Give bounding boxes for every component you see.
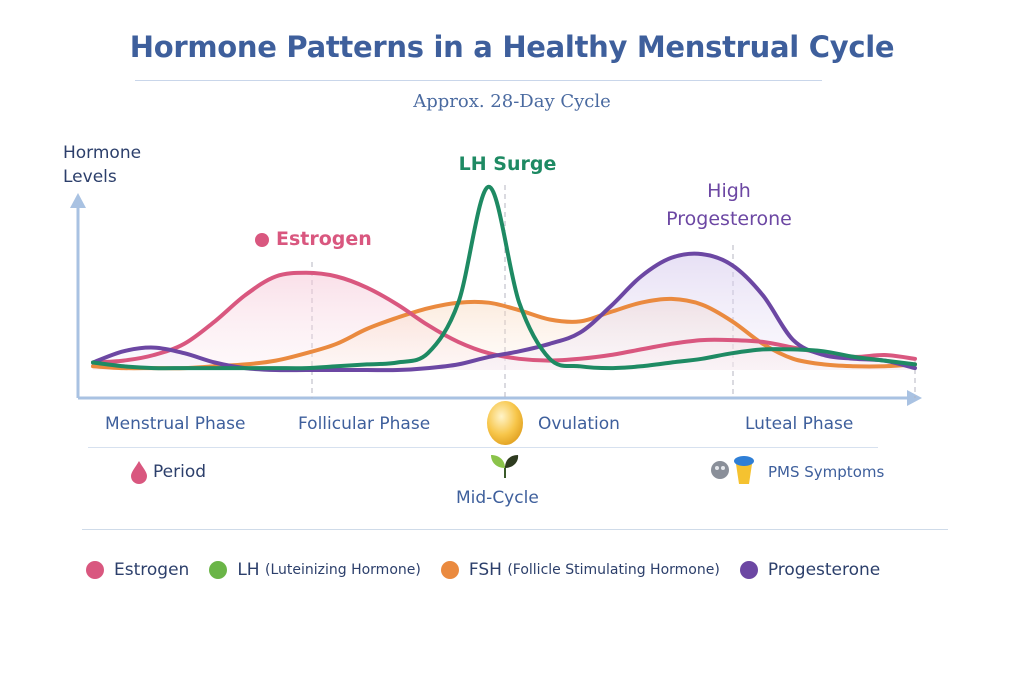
legend-item-fsh: FSH (Follicle Stimulating Hormone) (440, 560, 720, 580)
estrogen-annotation: Estrogen (276, 228, 372, 250)
legend-item-estrogen: Estrogen (86, 560, 189, 580)
legend: Estrogen LH (Luteinizing Hormone) FSH (F… (86, 560, 900, 580)
legend-fsh-swatch (440, 561, 459, 579)
progesterone-line (91, 251, 917, 373)
legend-progesterone-swatch (739, 561, 758, 579)
legend-lh-swatch (209, 561, 228, 579)
lh-line (91, 184, 917, 371)
legend-item-lh: LH (Luteinizing Hormone) (209, 560, 421, 580)
y-axis-arrow (70, 193, 86, 208)
estrogen-annotation-dot (255, 233, 269, 247)
phase-ovulation: Ovulation (538, 414, 620, 434)
phase-divider (88, 447, 878, 448)
high-progesterone-line2: Progesterone (666, 208, 792, 230)
legend-progesterone-label: Progesterone (767, 560, 881, 580)
mid-cycle-label: Mid-Cycle (456, 488, 539, 508)
legend-estrogen-swatch (86, 561, 104, 579)
legend-fsh-label: FSH (468, 560, 502, 580)
egg-icon (487, 401, 523, 445)
legend-lh-full: (Luteinizing Hormone) (264, 562, 421, 578)
phase-menstrual: Menstrual Phase (105, 414, 246, 434)
lh-surge-annotation: LH Surge (458, 153, 557, 175)
phase-luteal: Luteal Phase (745, 414, 854, 434)
pms-icons (711, 456, 754, 484)
legend-item-progesterone: Progesterone (739, 560, 881, 580)
chart-subtitle: Approx. 28-Day Cycle (413, 91, 611, 112)
high-progesterone-line1: High (707, 180, 751, 202)
legend-fsh-full: (Follicle Stimulating Hormone) (507, 562, 720, 578)
legend-estrogen-label: Estrogen (114, 560, 190, 580)
estrogen-line (91, 270, 917, 365)
legend-divider (82, 529, 948, 530)
legend-lh-label: LH (237, 560, 260, 580)
high-progesterone-annotation: High Progesterone (655, 177, 803, 233)
y-axis-label-line2: Levels (63, 167, 117, 187)
chart-title: Hormone Patterns in a Healthy Menstrual … (129, 30, 895, 64)
pms-label: PMS Symptoms (768, 463, 885, 481)
phase-follicular: Follicular Phase (298, 414, 431, 434)
blood-drop-icon (131, 461, 147, 484)
title-divider (135, 80, 822, 81)
y-axis-label-line1: Hormone (63, 143, 142, 163)
sprout-icon (491, 455, 519, 478)
period-label: Period (153, 462, 207, 482)
y-axis-label: Hormone Levels (63, 141, 141, 189)
